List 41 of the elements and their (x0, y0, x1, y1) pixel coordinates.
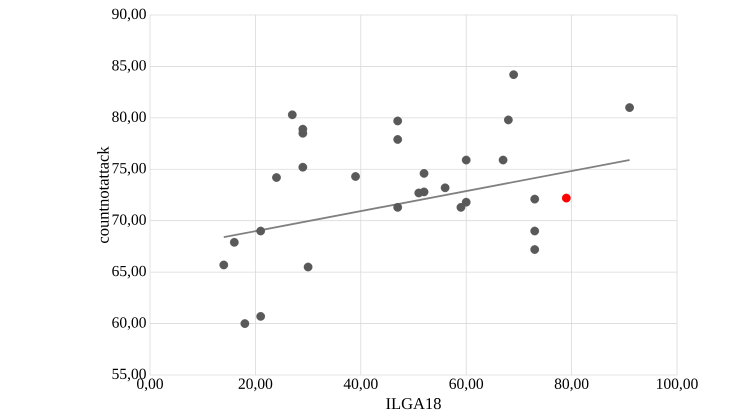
point (351, 172, 360, 181)
point (625, 103, 634, 112)
point (420, 188, 428, 196)
x-tick-label: 60,00 (449, 378, 484, 392)
point (240, 319, 250, 328)
x-tick-label: 40,00 (344, 378, 378, 392)
y-tick-label: 80,00 (112, 112, 146, 124)
point (462, 156, 471, 164)
point (219, 260, 228, 270)
y-tick-label: 85,00 (112, 60, 146, 73)
y-tick-label: 70,00 (112, 214, 146, 228)
point (462, 198, 471, 207)
y-tick-label: 65,00 (112, 266, 146, 278)
point (420, 169, 428, 178)
point (440, 183, 450, 192)
point (498, 156, 508, 164)
point (456, 202, 466, 212)
x-tick-label: 20,00 (238, 378, 272, 392)
point (298, 162, 308, 172)
y-axis-title: countnotattack (97, 146, 109, 243)
point (530, 194, 540, 204)
x-tick-label: 80,00 (554, 378, 588, 392)
point (509, 70, 518, 80)
point (530, 245, 540, 254)
point (530, 226, 540, 236)
point (230, 238, 239, 247)
x-axis-title: ILGA18 (386, 398, 441, 410)
point (288, 110, 297, 120)
point (393, 116, 402, 126)
point (256, 226, 266, 236)
x-tick-label: 100,00 (657, 378, 698, 392)
point (256, 312, 266, 321)
point (562, 194, 571, 202)
point (393, 135, 402, 144)
y-tick-label: 90,00 (112, 8, 146, 22)
y-tick-label: 60,00 (112, 317, 146, 330)
point (504, 116, 513, 124)
point (272, 173, 281, 182)
y-tick-label: 75,00 (112, 162, 146, 176)
point (393, 202, 402, 212)
point (304, 262, 312, 272)
